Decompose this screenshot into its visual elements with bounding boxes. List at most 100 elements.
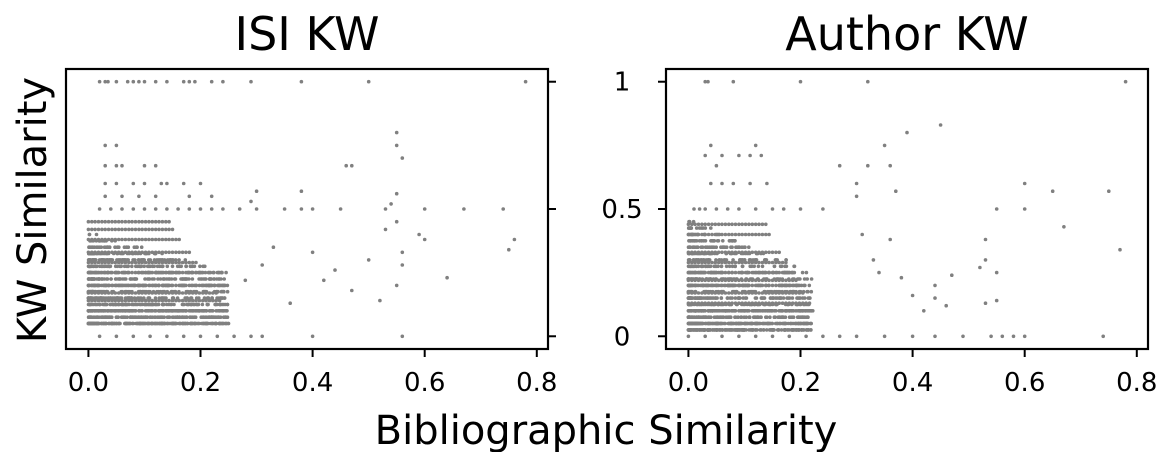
isi-kw-point	[190, 283, 195, 288]
isi-kw-point	[106, 291, 111, 295]
author-kw-point	[740, 283, 744, 288]
author-kw-point	[800, 270, 805, 275]
author-kw-point	[753, 207, 758, 211]
isi-kw-point	[133, 227, 138, 232]
isi-kw-point	[103, 298, 107, 303]
isi-kw-point	[147, 283, 151, 288]
isi-kw-point	[187, 291, 192, 295]
author-kw-point	[735, 245, 739, 249]
author-kw-point	[737, 245, 742, 249]
isi-kw-point	[127, 270, 131, 275]
author-kw-point	[688, 264, 692, 269]
isi-kw-point	[105, 277, 109, 281]
author-kw-point	[781, 207, 786, 211]
author-kw-point	[794, 283, 798, 288]
author-kw-point	[714, 328, 718, 332]
isi-kw-point	[127, 291, 131, 295]
author-kw-point	[978, 265, 982, 270]
author-kw-point	[691, 264, 695, 269]
author-kw-point	[780, 270, 785, 275]
author-kw-point	[770, 334, 775, 339]
isi-kw-point	[207, 298, 212, 303]
author-kw-point	[694, 264, 699, 269]
author-kw-point	[770, 283, 775, 288]
author-kw-point	[774, 291, 778, 295]
author-kw-point	[727, 278, 731, 283]
author-kw-point	[882, 143, 887, 148]
isi-kw-point	[123, 321, 128, 326]
author-kw-point	[743, 260, 748, 265]
author-kw-point	[719, 264, 724, 269]
isi-kw-point	[142, 264, 146, 269]
isi-kw-point	[86, 250, 91, 255]
isi-kw-point	[366, 79, 371, 84]
isi-kw-point	[153, 283, 158, 288]
author-kw-point	[780, 301, 785, 306]
author-kw-point	[770, 291, 775, 295]
author-kw-point	[703, 232, 707, 237]
isi-kw-point	[100, 270, 104, 275]
isi-kw-point	[93, 270, 97, 275]
author-kw-point	[686, 309, 691, 313]
isi-kw-point	[116, 309, 121, 313]
author-kw-point	[721, 239, 725, 243]
author-kw-point	[727, 239, 732, 243]
author-kw-point	[754, 315, 759, 320]
author-kw-point	[693, 232, 697, 237]
author-kw-point	[763, 258, 768, 262]
isi-kw-point	[92, 321, 96, 326]
author-kw-point	[905, 130, 909, 135]
author-kw-point	[711, 245, 715, 249]
author-kw-point	[854, 194, 859, 199]
isi-kw-point	[174, 237, 178, 242]
isi-kw-point	[201, 270, 205, 275]
author-kw-point	[752, 264, 756, 269]
isi-kw-point	[127, 250, 131, 255]
isi-kw-point	[148, 334, 152, 339]
isi-kw-point	[310, 207, 315, 211]
isi-kw-point	[93, 309, 97, 313]
isi-kw-point	[123, 219, 128, 224]
author-kw-point	[731, 181, 736, 186]
isi-kw-x-tick-label: 0.0	[68, 368, 109, 398]
isi-kw-point	[114, 315, 119, 320]
isi-kw-point	[260, 263, 265, 267]
isi-kw-point	[212, 283, 217, 288]
isi-kw-point	[187, 194, 192, 199]
author-kw-point	[757, 291, 761, 295]
author-kw-point	[696, 296, 700, 300]
isi-kw-point	[200, 302, 205, 307]
isi-kw-point	[120, 163, 124, 168]
isi-kw-point	[100, 219, 104, 224]
isi-kw-point	[90, 291, 94, 295]
isi-kw-point	[103, 291, 107, 295]
author-kw-point	[777, 250, 781, 255]
author-kw-point	[733, 278, 738, 283]
author-kw-point	[764, 222, 768, 227]
isi-kw-x-axis: 0.0 0.2 0.4 0.6 0.8	[68, 349, 557, 398]
author-kw-point	[767, 250, 771, 255]
author-kw-point	[717, 321, 722, 326]
isi-kw-point	[197, 283, 202, 288]
isi-kw-point	[153, 298, 158, 303]
isi-kw-point	[153, 237, 158, 242]
author-kw-point	[696, 301, 701, 306]
author-kw-point	[910, 334, 915, 339]
isi-kw-point	[212, 277, 216, 281]
isi-kw-point	[172, 302, 176, 307]
author-kw-point	[713, 232, 718, 237]
isi-kw-point	[143, 291, 148, 295]
isi-kw-point	[140, 309, 144, 313]
isi-kw-point	[198, 264, 202, 269]
isi-kw-point	[137, 264, 141, 269]
isi-kw-point	[197, 298, 202, 303]
isi-kw-point	[103, 270, 107, 275]
isi-kw-point	[501, 207, 506, 211]
isi-kw-point	[131, 181, 136, 186]
author-kw-point	[767, 283, 771, 288]
isi-kw-point	[224, 309, 229, 313]
isi-kw-point	[164, 260, 168, 265]
isi-kw-point	[164, 250, 168, 255]
author-kw-point	[720, 260, 724, 265]
author-kw-point	[737, 278, 741, 283]
